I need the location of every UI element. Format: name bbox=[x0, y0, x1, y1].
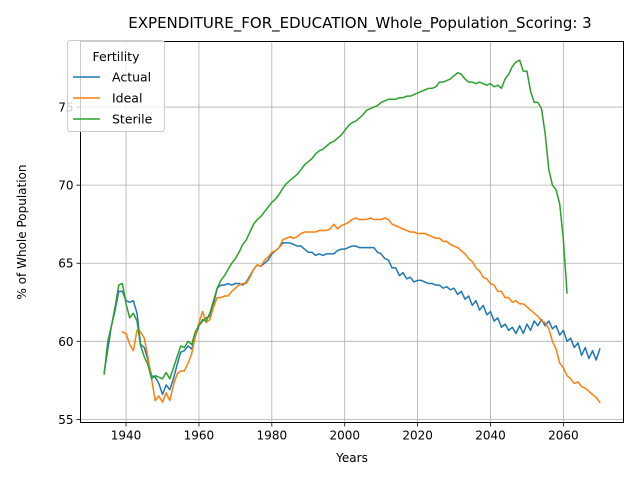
x-tick-label: 1980 bbox=[257, 429, 288, 443]
legend-box bbox=[67, 40, 165, 132]
x-axis-label: Years bbox=[335, 451, 368, 465]
series-line-actual bbox=[103, 242, 601, 396]
x-tick-label: 1940 bbox=[111, 429, 142, 443]
series-line-ideal bbox=[121, 217, 601, 404]
x-tick-label: 2060 bbox=[548, 429, 579, 443]
y-tick-label: 70 bbox=[58, 179, 73, 193]
legend-title: Fertility bbox=[93, 49, 141, 64]
legend: Fertility Actual Ideal Sterile bbox=[67, 40, 165, 132]
plot-area bbox=[80, 41, 624, 423]
grid-lines bbox=[80, 41, 624, 423]
y-axis-label: % of Whole Population bbox=[15, 165, 29, 300]
x-axis: 1940 1960 1980 2000 2020 2040 2060 bbox=[111, 422, 579, 443]
y-tick-label: 60 bbox=[58, 335, 73, 349]
chart-title: EXPENDITURE_FOR_EDUCATION_Whole_Populati… bbox=[128, 14, 591, 33]
series-line-sterile bbox=[103, 59, 568, 380]
y-tick-label: 65 bbox=[58, 257, 73, 271]
legend-label-actual: Actual bbox=[112, 70, 151, 85]
series-lines bbox=[103, 59, 601, 404]
legend-entries: Actual Ideal Sterile bbox=[73, 70, 153, 127]
x-tick-label: 2000 bbox=[329, 429, 360, 443]
legend-label-sterile: Sterile bbox=[112, 112, 153, 127]
x-tick-label: 2040 bbox=[475, 429, 506, 443]
y-tick-label: 55 bbox=[58, 413, 73, 427]
x-tick-label: 2020 bbox=[402, 429, 433, 443]
x-tick-label: 1960 bbox=[184, 429, 215, 443]
legend-label-ideal: Ideal bbox=[112, 91, 142, 106]
